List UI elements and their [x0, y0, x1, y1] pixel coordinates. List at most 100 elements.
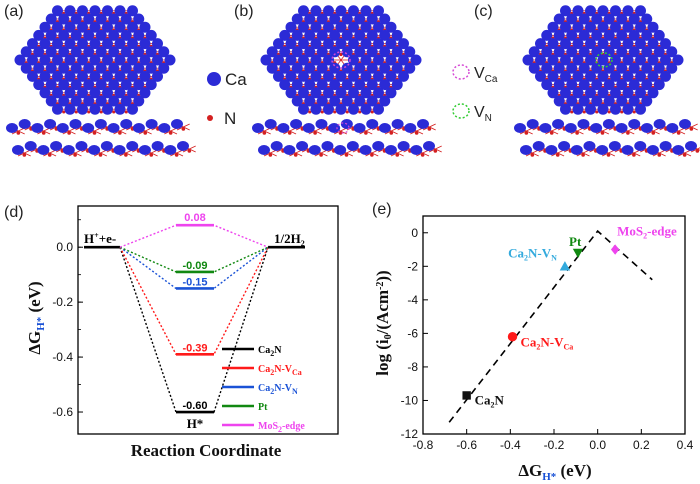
bond — [170, 149, 184, 157]
ca-atom — [107, 123, 120, 133]
bond — [390, 149, 404, 157]
ca-atom — [547, 54, 559, 66]
volcano-plot: Ca2N Ca2N-VCa Ca2N-VN Pt MoS2-edge — [448, 224, 677, 423]
ca-atom — [603, 95, 615, 107]
ca-atom — [310, 87, 322, 99]
n-atom — [22, 153, 27, 157]
ca-atom — [45, 29, 57, 41]
ca-atom — [52, 87, 63, 99]
ca-atom — [329, 79, 341, 91]
ca-atom — [89, 54, 101, 66]
structure-a-side — [6, 119, 196, 157]
ca-atom — [285, 87, 297, 99]
ca-atom — [379, 13, 391, 25]
ca-atom — [622, 5, 634, 17]
ca-atom — [353, 123, 366, 133]
ca-atom — [366, 46, 378, 58]
energy-y-axis-label: ΔGH* (eV) — [25, 281, 47, 354]
ca-atom — [560, 103, 571, 115]
ca-atom — [158, 62, 170, 74]
ca-atom — [64, 70, 76, 82]
ca-atom — [398, 54, 409, 66]
ca-atom — [348, 5, 359, 17]
point-Ca2N-VN — [559, 261, 571, 271]
ca-atom — [323, 21, 334, 33]
n-atom — [308, 110, 312, 114]
final-state-label: 1/2H2 — [274, 231, 305, 248]
ca-atom — [572, 103, 584, 115]
ca-atom — [285, 38, 297, 50]
ca-atom — [45, 62, 57, 74]
ca-atom — [398, 70, 409, 82]
ca-atom — [660, 38, 671, 50]
ca-atom — [553, 29, 565, 41]
bond — [308, 127, 322, 135]
ca-atom — [127, 21, 138, 33]
ca-atom — [628, 95, 640, 107]
volcano-y-axis-label: log (i0/(Acm-2)) — [373, 270, 394, 375]
bond — [43, 149, 57, 157]
ca-atom — [114, 103, 126, 115]
y-tick-label: -0.2 — [52, 295, 73, 309]
structure-a-top — [14, 5, 176, 115]
n-atom — [657, 153, 662, 157]
ca-atom — [635, 70, 646, 82]
bond — [359, 127, 373, 135]
ca-atom — [95, 95, 107, 107]
ca-atom — [20, 62, 32, 74]
n-atom — [370, 153, 374, 157]
ca-atom — [95, 79, 107, 91]
bond — [621, 127, 635, 135]
ca-atom — [133, 29, 145, 41]
n-atom — [420, 153, 425, 157]
n-atom — [174, 153, 179, 157]
ca-atom — [304, 29, 316, 41]
ca-atom — [666, 62, 678, 74]
ca-atom — [152, 54, 163, 66]
ca-atom — [69, 119, 82, 129]
ca-atom — [547, 38, 559, 50]
ca-atom — [558, 141, 571, 151]
ca-atom — [641, 13, 653, 25]
ca-atom — [591, 95, 603, 107]
ca-atom — [323, 103, 334, 115]
ca-atom — [585, 87, 596, 99]
ca-atom — [628, 46, 640, 58]
ca-atom — [31, 123, 44, 133]
n-atom — [268, 153, 273, 157]
ca-atom — [591, 79, 603, 91]
ca-atom — [52, 38, 63, 50]
ca-atom — [578, 13, 590, 25]
ca-atom — [12, 145, 24, 155]
ca-atom — [139, 87, 151, 99]
ca-atom — [634, 141, 647, 151]
n-atom — [73, 153, 77, 157]
ca-atom — [310, 38, 322, 50]
bond — [525, 149, 539, 157]
n-atom — [364, 131, 368, 135]
ca-atom — [615, 123, 628, 133]
ca-atom — [532, 141, 545, 151]
n-atom — [112, 110, 116, 114]
y-tick-label: 0.0 — [56, 240, 73, 254]
ca-atom — [553, 46, 565, 58]
ca-atom — [603, 79, 615, 91]
ca-atom — [291, 13, 303, 25]
ca-atom — [145, 62, 157, 74]
ca-atom — [577, 119, 590, 129]
n-atom — [67, 131, 71, 135]
ca-atom — [348, 54, 359, 66]
ca-atom — [6, 123, 18, 133]
n-atom — [689, 127, 694, 131]
ca-atom — [603, 46, 615, 58]
ca-atom — [89, 70, 101, 82]
ca-atom — [298, 70, 309, 82]
ca-atom — [602, 119, 615, 129]
ca-atom — [70, 62, 82, 74]
ca-atom — [591, 46, 603, 58]
ca-atom — [58, 79, 70, 91]
ca-atom — [270, 141, 283, 151]
ca-atom — [591, 13, 603, 25]
ca-atom — [578, 29, 590, 41]
panel-label-c: (c) — [474, 3, 493, 20]
